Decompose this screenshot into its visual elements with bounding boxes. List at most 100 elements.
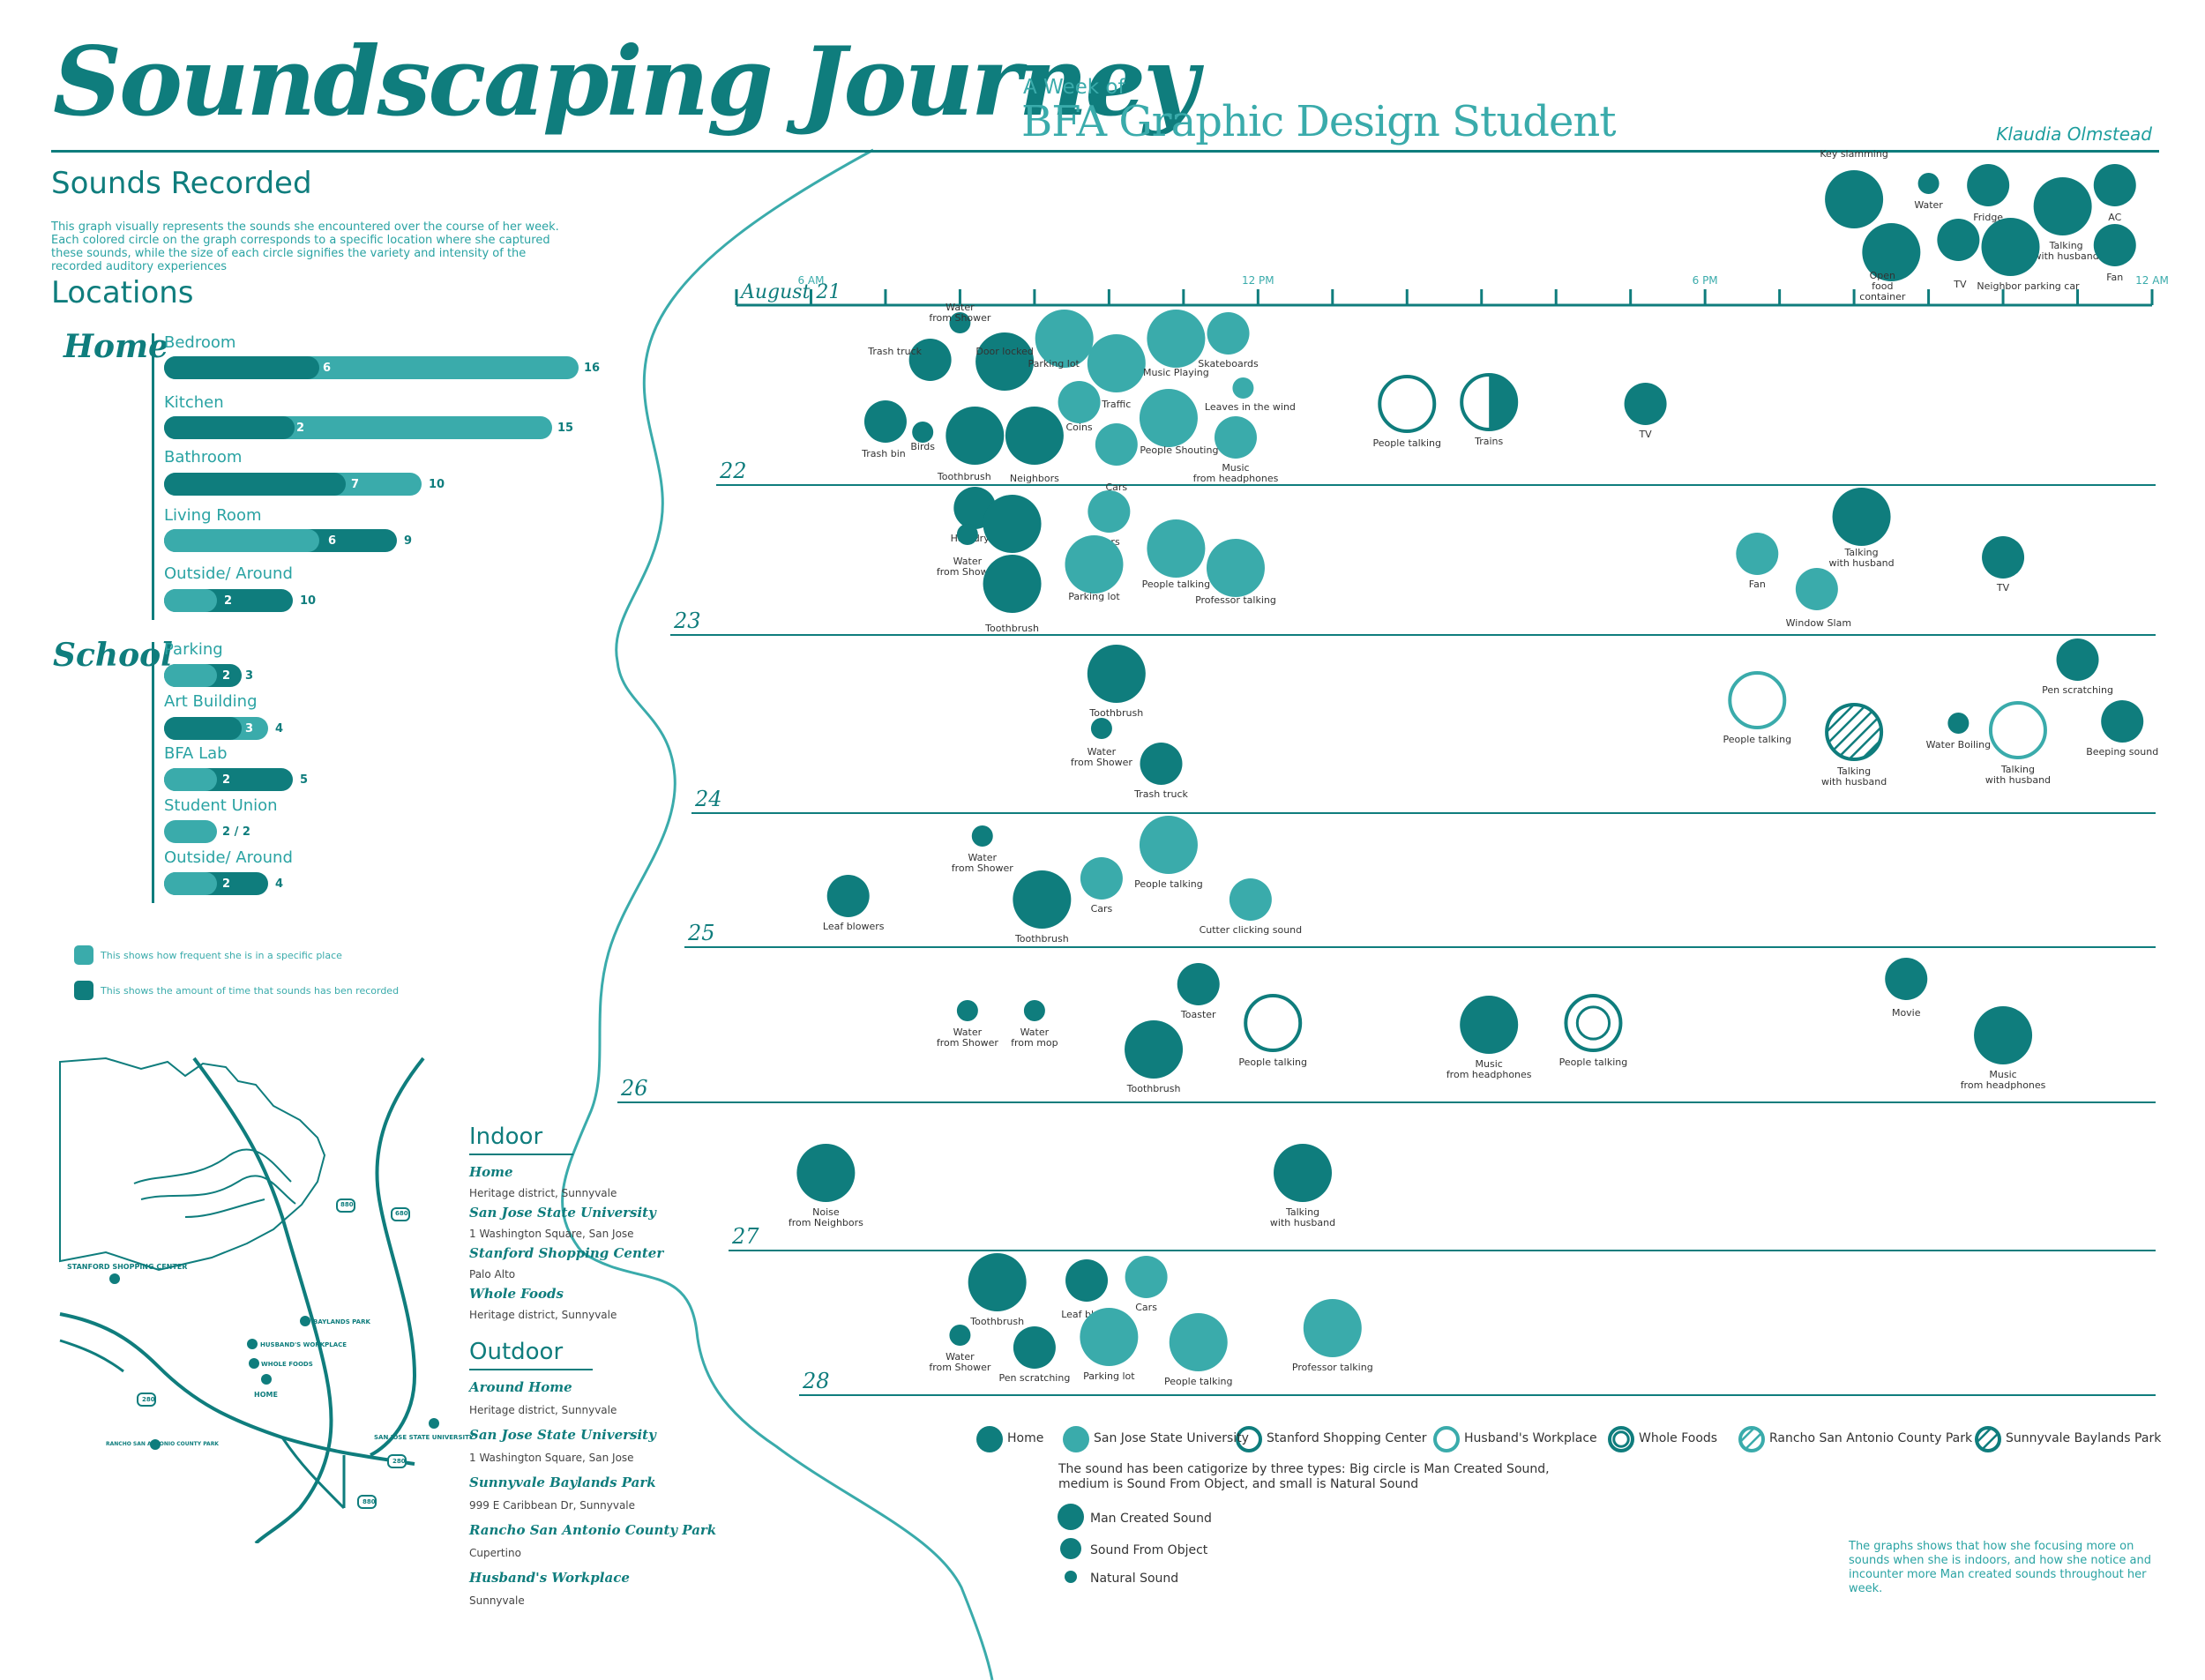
outdoor-place-1-name: Around Home <box>469 1379 572 1395</box>
home-outside-frequency-value: 2 <box>224 594 233 608</box>
sound-point-august-21-neighbor-parking-car <box>1981 218 2040 276</box>
legend-swatch-san-jose-state-university <box>1063 1426 1089 1452</box>
outdoor-place-3-address: 999 E Caribbean Dr, Sunnyvale <box>469 1499 636 1512</box>
loc-home-outside-label: Outside/ Around <box>164 564 293 583</box>
key-frequency-swatch <box>74 945 93 965</box>
sound-point-august-21-water <box>1917 173 1940 194</box>
sound-point-26-noise-from-neighbors <box>796 1144 856 1202</box>
sound-point-august-21-coins <box>1058 381 1101 423</box>
sound-label-cutter-clicking-sound: Cutter clicking sound <box>1200 924 1303 936</box>
home-outside-recorded-value: 10 <box>300 594 317 608</box>
sound-label-pen-scratching: Pen scratching <box>2042 684 2113 696</box>
sound-point-24-cars <box>1080 857 1123 900</box>
sound-point-22-tv <box>1982 536 2025 579</box>
bedroom-recorded-bar <box>164 356 319 379</box>
sound-point-august-21-neighbors <box>1005 407 1064 465</box>
day-label-27: 27 <box>731 1224 759 1249</box>
bathroom-frequency-value: 10 <box>429 478 445 491</box>
student-union-frequency-bar <box>164 820 217 843</box>
bfa-lab-recorded-value: 5 <box>300 773 309 787</box>
first-day-label: August 21 <box>739 281 841 303</box>
sound-point-27-pen-scratching <box>1013 1326 1056 1369</box>
time-tick-label: 12 AM <box>2135 274 2169 287</box>
sound-label-toothbrush: Toothbrush <box>1088 707 1143 719</box>
school-outside-recorded-value: 4 <box>275 877 284 891</box>
legend-swatch-rancho-san-antonio-county-park <box>1738 1426 1765 1452</box>
time-tick-label: 12 PM <box>1242 274 1274 287</box>
loc-bathroom-label: Bathroom <box>164 448 243 467</box>
sound-label-leaves-in-the-wind: Leaves in the wind <box>1205 401 1296 413</box>
indoor-rule <box>469 1154 573 1155</box>
legend-swatch-stanford-shopping-center <box>1236 1426 1262 1452</box>
highway-280-a: 280 <box>142 1396 155 1403</box>
sound-label-people-talking: People talking <box>1164 1376 1233 1387</box>
sound-point-27-leaf-blowers <box>1065 1259 1109 1302</box>
sound-label-music-from-headphones: Music from headphones <box>1193 462 1279 484</box>
kitchen-recorded-value: 2 <box>296 422 305 435</box>
locations-heading: Locations <box>51 275 194 310</box>
sound-label-cars: Cars <box>1135 1302 1157 1313</box>
sound-point-25-movie <box>1885 958 1928 1000</box>
sound-point-august-21-trains <box>1460 373 1519 431</box>
sound-point-august-21-people-shouting <box>1139 389 1198 447</box>
day-label-25: 25 <box>687 921 715 945</box>
sound-point-august-21-toothbrush <box>946 407 1005 465</box>
indoor-place-4-address: Heritage district, Sunnyvale <box>469 1309 617 1321</box>
bathroom-recorded-value: 7 <box>351 478 360 491</box>
sound-point-august-21-ac <box>2093 164 2136 206</box>
sound-point-august-21-water-from-shower <box>949 312 971 333</box>
sound-point-25-music-from-headphones <box>1460 996 1519 1054</box>
sound-point-august-21-tv <box>1937 219 1980 261</box>
sound-point-25-toothbrush <box>1125 1020 1184 1079</box>
sound-label-people-talking: People talking <box>1134 878 1203 890</box>
sound-label-trains: Trains <box>1474 436 1503 447</box>
day-label-22: 22 <box>719 459 747 483</box>
loc-parking-label: Parking <box>164 640 223 659</box>
sound-point-22-water-from-shower <box>956 524 978 545</box>
sound-label-tv: TV <box>1638 429 1652 440</box>
sound-point-27-professor-talking <box>1303 1299 1362 1357</box>
sound-point-august-21-key-slamming <box>1825 170 1884 228</box>
map-label-husbands-workplace: HUSBAND'S WORKPLACE <box>260 1341 348 1348</box>
main-title: Soundscaping Journey <box>53 26 1199 138</box>
sound-label-key-slamming: Key slamming <box>1820 148 1887 160</box>
sound-label-door-locked: Door locked <box>975 346 1034 357</box>
sound-label-people-talking: People talking <box>1559 1057 1628 1068</box>
map-label-baylands: BAYLANDS PARK <box>313 1318 370 1325</box>
bfa-lab-frequency-value: 2 <box>222 773 231 787</box>
sound-label-coins: Coins <box>1065 422 1092 433</box>
sound-label-people-talking: People talking <box>1142 579 1211 590</box>
sound-point-23-beeping-sound <box>2101 700 2144 743</box>
legend-swatch-home <box>976 1426 1003 1452</box>
indoor-place-1-name: Home <box>469 1164 513 1180</box>
sound-label-cars: Cars <box>1105 482 1127 493</box>
living-room-frequency-bar <box>164 529 319 552</box>
sound-label-fan: Fan <box>2106 272 2123 283</box>
sound-point-24-water-from-shower <box>971 825 993 847</box>
author-name: Klaudia Olmstead <box>1996 123 2152 145</box>
sound-point-27-water-from-shower <box>949 1325 971 1346</box>
sound-point-august-21-trash-bin <box>863 400 907 443</box>
parking-frequency-bar <box>164 664 217 687</box>
size-legend-medium: Sound From Object <box>1090 1543 1208 1557</box>
sound-label-talking-with-husband: Talking with husband <box>1828 547 1894 569</box>
sound-label-toothbrush: Toothbrush <box>1014 933 1069 945</box>
sound-label-people-talking: People talking <box>1723 734 1792 745</box>
sound-point-august-21-door-locked <box>975 332 1035 391</box>
outdoor-place-1-address: Heritage district, Sunnyvale <box>469 1404 617 1416</box>
sound-point-august-21-leaves-in-the-wind <box>1232 377 1254 399</box>
sound-point-24-toothbrush <box>1013 870 1072 929</box>
sound-point-22-parking-lot <box>1065 535 1124 594</box>
sound-label-toothbrush: Toothbrush <box>984 623 1039 634</box>
sound-label-toothbrush: Toothbrush <box>969 1316 1024 1327</box>
sound-label-people-talking: People talking <box>1372 437 1441 449</box>
sound-label-noise-from-neighbors: Noise from Neighbors <box>789 1206 863 1228</box>
sound-point-25-people-talking <box>1244 994 1303 1052</box>
sound-point-22-professor-talking <box>1206 539 1265 597</box>
map-label-sjsu: SAN JOSE STATE UNIVERSITY <box>374 1434 474 1441</box>
sound-label-parking-lot: Parking lot <box>1028 358 1080 370</box>
sound-label-fan: Fan <box>1749 579 1766 590</box>
sound-point-august-21-people-talking <box>1378 375 1437 433</box>
sound-label-toaster: Toaster <box>1180 1009 1216 1020</box>
